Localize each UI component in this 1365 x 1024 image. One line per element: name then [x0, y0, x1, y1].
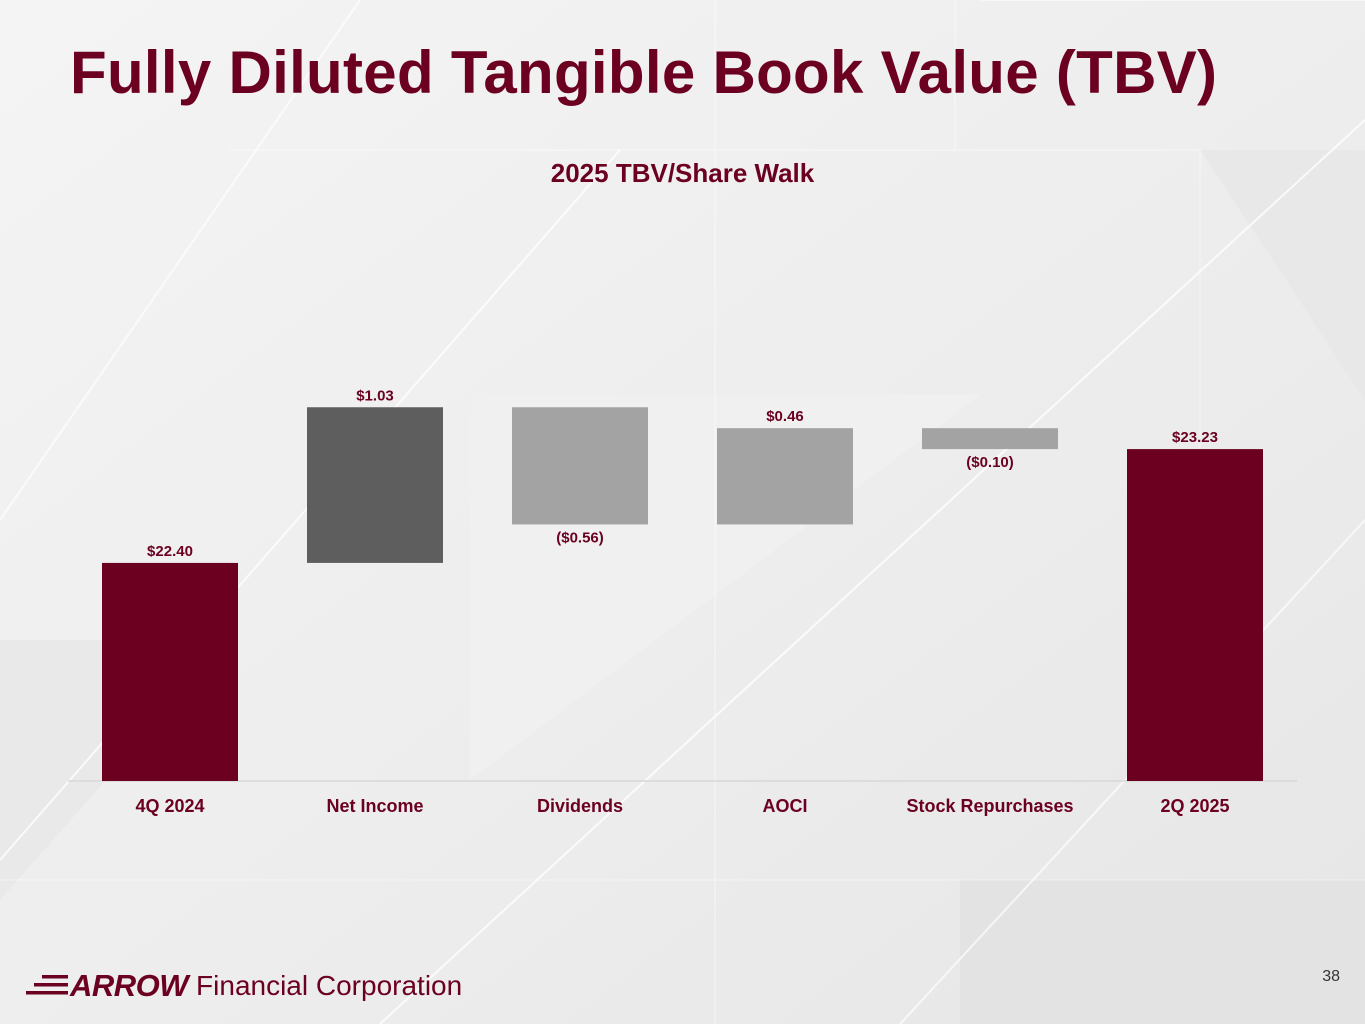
chart-title: 2025 TBV/Share Walk — [550, 158, 815, 188]
bar-net-income — [307, 407, 443, 563]
bar-dividends — [512, 407, 648, 525]
data-label: ($0.10) — [966, 454, 1014, 471]
data-label: $22.40 — [147, 543, 193, 560]
x-tick-label: AOCI — [763, 796, 808, 816]
data-label: $23.23 — [1172, 429, 1218, 446]
page-title: Fully Diluted Tangible Book Value (TBV) — [70, 39, 1218, 106]
bar-4q-2024 — [102, 562, 238, 781]
bar-2q-2025 — [1127, 449, 1263, 781]
logo-brand: ARROW — [70, 968, 189, 1003]
x-tick-label: Dividends — [537, 796, 623, 816]
x-tick-label: 4Q 2024 — [135, 796, 204, 816]
data-label: $0.46 — [766, 408, 804, 425]
data-label: ($0.56) — [556, 529, 604, 546]
data-label: $1.03 — [356, 387, 394, 404]
page-number: 38 — [1322, 968, 1340, 985]
x-tick-label: Stock Repurchases — [906, 796, 1073, 816]
company-logo: ARROW Financial Corporation — [26, 966, 462, 1006]
bar-aoci — [717, 428, 853, 525]
arrow-lines-icon — [26, 975, 68, 995]
bar-stock-repurchases — [922, 428, 1058, 450]
x-tick-label: 2Q 2025 — [1160, 796, 1229, 816]
logo-text: Financial Corporation — [196, 970, 463, 1001]
x-tick-label: Net Income — [326, 796, 423, 816]
